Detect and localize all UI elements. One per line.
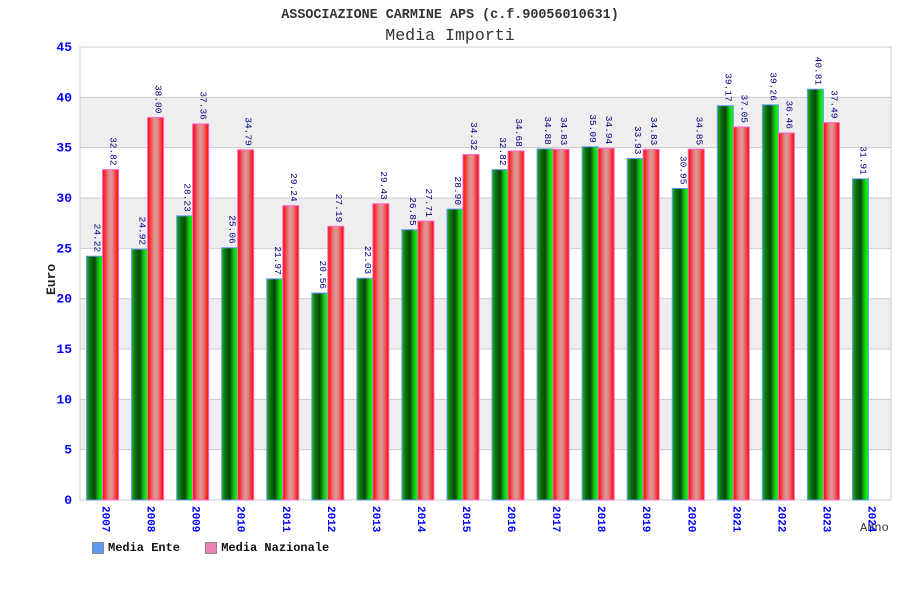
svg-text:10: 10 bbox=[56, 392, 72, 407]
svg-text:29.24: 29.24 bbox=[288, 173, 299, 202]
svg-text:2007: 2007 bbox=[99, 506, 111, 532]
svg-text:2018: 2018 bbox=[594, 506, 606, 533]
svg-text:2012: 2012 bbox=[324, 506, 336, 532]
svg-text:40: 40 bbox=[56, 90, 72, 105]
svg-text:40.81: 40.81 bbox=[812, 57, 823, 86]
svg-text:27.19: 27.19 bbox=[333, 194, 344, 223]
svg-text:22.03: 22.03 bbox=[362, 246, 373, 275]
svg-text:34.79: 34.79 bbox=[243, 117, 254, 146]
svg-text:20: 20 bbox=[56, 292, 72, 307]
svg-text:24.92: 24.92 bbox=[137, 217, 148, 246]
svg-text:2021: 2021 bbox=[729, 506, 741, 533]
svg-text:30: 30 bbox=[56, 191, 72, 206]
svg-text:39.26: 39.26 bbox=[767, 72, 778, 101]
svg-text:34.32: 34.32 bbox=[468, 122, 479, 151]
svg-text:2016: 2016 bbox=[504, 506, 516, 532]
svg-text:39.17: 39.17 bbox=[722, 73, 733, 102]
svg-text:2019: 2019 bbox=[639, 506, 651, 532]
svg-text:2010: 2010 bbox=[234, 506, 246, 532]
svg-text:37.36: 37.36 bbox=[198, 91, 209, 120]
svg-text:32.82: 32.82 bbox=[497, 137, 508, 166]
svg-text:38.00: 38.00 bbox=[153, 85, 164, 114]
svg-text:29.43: 29.43 bbox=[378, 171, 389, 200]
svg-text:25: 25 bbox=[56, 241, 72, 256]
svg-text:34.85: 34.85 bbox=[693, 117, 704, 146]
svg-text:28.90: 28.90 bbox=[452, 177, 463, 206]
svg-text:20.56: 20.56 bbox=[317, 261, 328, 290]
svg-text:33.93: 33.93 bbox=[632, 126, 643, 155]
svg-text:26.85: 26.85 bbox=[407, 197, 418, 226]
svg-text:34.83: 34.83 bbox=[648, 117, 659, 146]
svg-text:35.09: 35.09 bbox=[587, 114, 598, 143]
svg-text:2009: 2009 bbox=[189, 506, 201, 532]
svg-text:2011: 2011 bbox=[279, 506, 291, 533]
svg-text:24.22: 24.22 bbox=[92, 224, 103, 253]
svg-text:2013: 2013 bbox=[369, 506, 381, 533]
svg-text:35: 35 bbox=[56, 141, 72, 156]
svg-text:28.23: 28.23 bbox=[182, 183, 193, 212]
svg-text:2015: 2015 bbox=[459, 506, 471, 533]
svg-text:2022: 2022 bbox=[774, 506, 786, 532]
svg-text:34.94: 34.94 bbox=[603, 116, 614, 145]
svg-text:34.68: 34.68 bbox=[513, 118, 524, 147]
svg-text:25.06: 25.06 bbox=[227, 215, 238, 244]
svg-text:15: 15 bbox=[56, 342, 72, 357]
svg-text:34.88: 34.88 bbox=[542, 116, 553, 145]
svg-text:2020: 2020 bbox=[684, 506, 696, 532]
svg-text:21.97: 21.97 bbox=[272, 246, 283, 275]
svg-text:2023: 2023 bbox=[819, 506, 831, 533]
svg-text:37.49: 37.49 bbox=[828, 90, 839, 119]
svg-text:32.82: 32.82 bbox=[108, 137, 119, 166]
svg-text:0: 0 bbox=[64, 493, 72, 508]
svg-text:27.71: 27.71 bbox=[423, 189, 434, 218]
svg-text:45: 45 bbox=[56, 40, 72, 55]
svg-text:2017: 2017 bbox=[549, 506, 561, 532]
svg-text:37.05: 37.05 bbox=[738, 95, 749, 124]
svg-text:2024: 2024 bbox=[864, 506, 876, 533]
svg-text:31.91: 31.91 bbox=[857, 146, 868, 175]
svg-text:30.95: 30.95 bbox=[677, 156, 688, 185]
svg-text:2008: 2008 bbox=[144, 506, 156, 533]
svg-text:34.83: 34.83 bbox=[558, 117, 569, 146]
svg-text:5: 5 bbox=[64, 443, 72, 458]
svg-text:2014: 2014 bbox=[414, 506, 426, 533]
svg-text:36.46: 36.46 bbox=[783, 100, 794, 129]
